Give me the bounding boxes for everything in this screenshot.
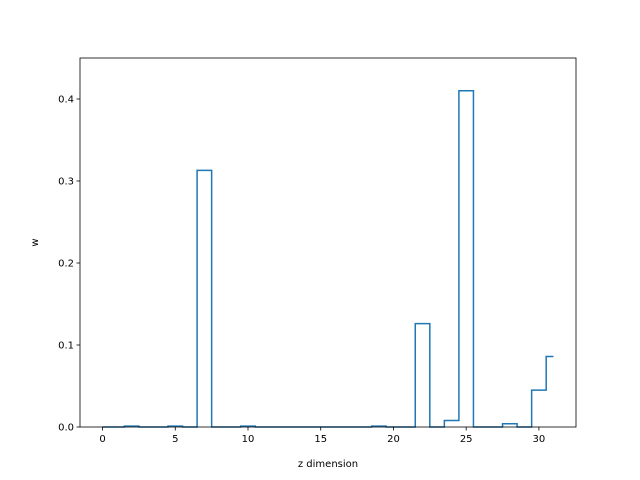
x-tick-label: 30 [533, 434, 546, 445]
plot-frame [79, 57, 577, 428]
y-axis: 0.0 0.1 0.2 0.3 0.4 [58, 95, 80, 434]
x-axis-label: z dimension [298, 459, 358, 470]
y-tick-label: 0.4 [58, 95, 74, 106]
x-tick-label: 15 [314, 434, 327, 445]
x-axis: 0 5 10 15 20 25 30 [99, 427, 545, 445]
x-tick-label: 20 [387, 434, 400, 445]
y-tick-label: 0.1 [58, 341, 74, 352]
y-tick-label: 0.2 [58, 259, 74, 270]
x-tick-label: 0 [99, 434, 105, 445]
x-tick-label: 10 [242, 434, 255, 445]
y-tick-label: 0.0 [58, 423, 74, 434]
x-tick-label: 5 [172, 434, 178, 445]
x-tick-label: 25 [460, 434, 473, 445]
y-axis-label: w [30, 238, 41, 246]
y-tick-label: 0.3 [58, 177, 74, 188]
